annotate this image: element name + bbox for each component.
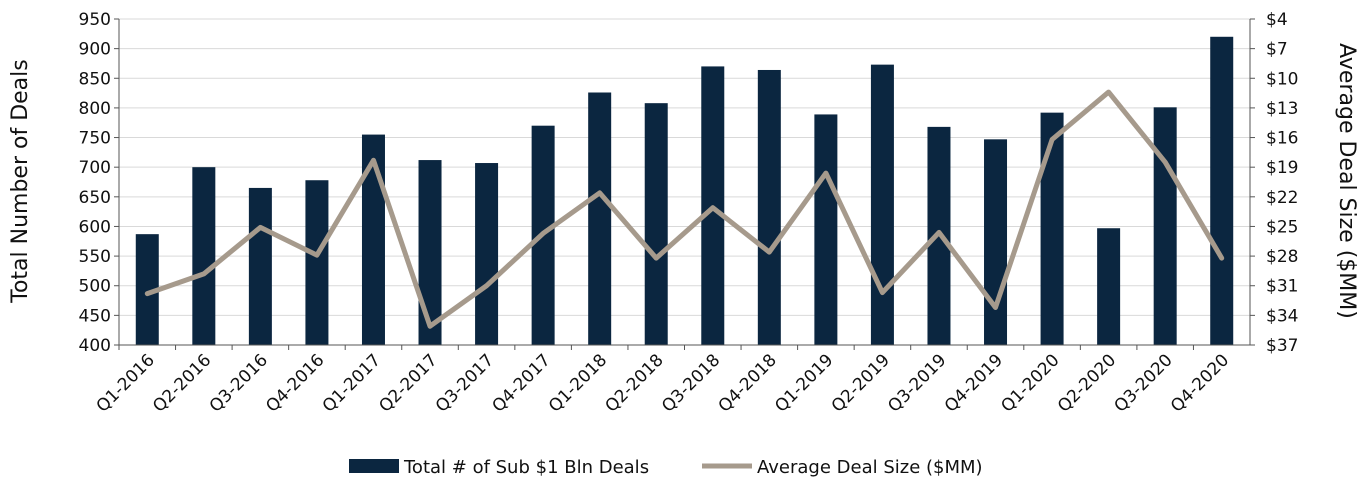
left-tick-label: 750 <box>79 129 111 149</box>
line-series <box>144 89 1225 329</box>
bar <box>475 163 499 345</box>
left-tick-label: 950 <box>79 10 111 30</box>
left-tick-label: 800 <box>79 99 111 119</box>
right-tick-label: $34 <box>1266 306 1298 326</box>
bar <box>305 180 329 345</box>
legend: Total # of Sub $1 Bln Deals Average Deal… <box>349 457 983 478</box>
right-tick-label: $19 <box>1266 158 1298 178</box>
x-tick-label: Q3-2019 <box>884 350 950 416</box>
bar <box>814 114 838 345</box>
left-tick-label: 650 <box>79 188 111 208</box>
left-axis-title: Total Number of Deals <box>8 59 33 303</box>
bar <box>361 134 385 345</box>
right-tick-label: $31 <box>1266 277 1298 297</box>
x-tick-label: Q1-2016 <box>93 350 159 416</box>
series-line <box>144 89 1225 329</box>
x-tick-label: Q2-2019 <box>828 350 894 416</box>
right-tick-label: $37 <box>1266 336 1298 356</box>
left-tick-label: 900 <box>79 40 111 60</box>
x-tick-label: Q2-2017 <box>375 350 441 416</box>
bar <box>418 160 442 345</box>
bar <box>248 187 272 345</box>
left-tick-label: 700 <box>79 158 111 178</box>
x-tick-label: Q3-2016 <box>206 350 272 416</box>
right-axis-title: Average Deal Size ($MM) <box>1334 43 1359 319</box>
x-tick-label: Q3-2018 <box>658 350 724 416</box>
bar-series <box>135 36 1234 346</box>
right-tick-label: $7 <box>1266 40 1288 60</box>
legend-bar-label: Total # of Sub $1 Bln Deals <box>403 457 649 478</box>
x-tick-label: Q1-2019 <box>771 350 837 416</box>
bar <box>870 64 894 345</box>
x-tick-label: Q4-2020 <box>1167 350 1233 416</box>
x-tick-label: Q3-2020 <box>1111 350 1177 416</box>
bar <box>1210 36 1234 345</box>
right-tick-label: $4 <box>1266 10 1288 30</box>
bar <box>135 234 159 345</box>
bar <box>1097 228 1121 345</box>
right-axis-ticks: $4 $7 $10 $13 $16 $19 $22 $25 $28 $31 $34 $37 <box>1266 10 1298 356</box>
right-tick-label: $28 <box>1266 247 1298 267</box>
legend-bar-swatch <box>349 459 399 473</box>
right-tick-label: $22 <box>1266 188 1298 208</box>
bar <box>757 69 781 345</box>
x-tick-label: Q1-2017 <box>319 350 385 416</box>
left-tick-label: 450 <box>79 306 111 326</box>
gridlines <box>119 18 1250 316</box>
bar <box>1153 107 1177 345</box>
x-tick-label: Q1-2018 <box>545 350 611 416</box>
right-tick-label: $16 <box>1266 129 1298 149</box>
x-tick-label: Q3-2017 <box>432 350 498 416</box>
axes <box>114 18 1255 350</box>
x-tick-label: Q4-2017 <box>488 350 554 416</box>
left-tick-label: 550 <box>79 247 111 267</box>
right-tick-label: $10 <box>1266 69 1298 89</box>
bar <box>644 103 668 346</box>
x-tick-label: Q4-2016 <box>262 350 328 416</box>
x-tick-label: Q1-2020 <box>997 350 1063 416</box>
bar <box>1040 112 1064 345</box>
x-tick-label: Q4-2018 <box>715 350 781 416</box>
x-tick-label: Q2-2018 <box>602 350 668 416</box>
x-tick-label: Q4-2019 <box>941 350 1007 416</box>
right-tick-label: $13 <box>1266 99 1298 119</box>
left-tick-label: 400 <box>79 336 111 356</box>
legend-line-label: Average Deal Size ($MM) <box>757 457 983 478</box>
right-tick-label: $25 <box>1266 217 1298 237</box>
left-tick-label: 500 <box>79 277 111 297</box>
left-tick-label: 850 <box>79 69 111 89</box>
bar <box>192 167 216 345</box>
x-tick-label: Q2-2016 <box>149 350 215 416</box>
left-tick-label: 600 <box>79 217 111 237</box>
x-axis-ticks: Q1-2016Q2-2016Q3-2016Q4-2016Q1-2017Q2-20… <box>93 350 1234 416</box>
x-tick-label: Q2-2020 <box>1054 350 1120 416</box>
bar <box>588 92 612 345</box>
bar <box>984 139 1008 345</box>
left-axis-ticks: 400 450 500 550 600 650 700 750 800 850 900 950 <box>79 10 111 356</box>
